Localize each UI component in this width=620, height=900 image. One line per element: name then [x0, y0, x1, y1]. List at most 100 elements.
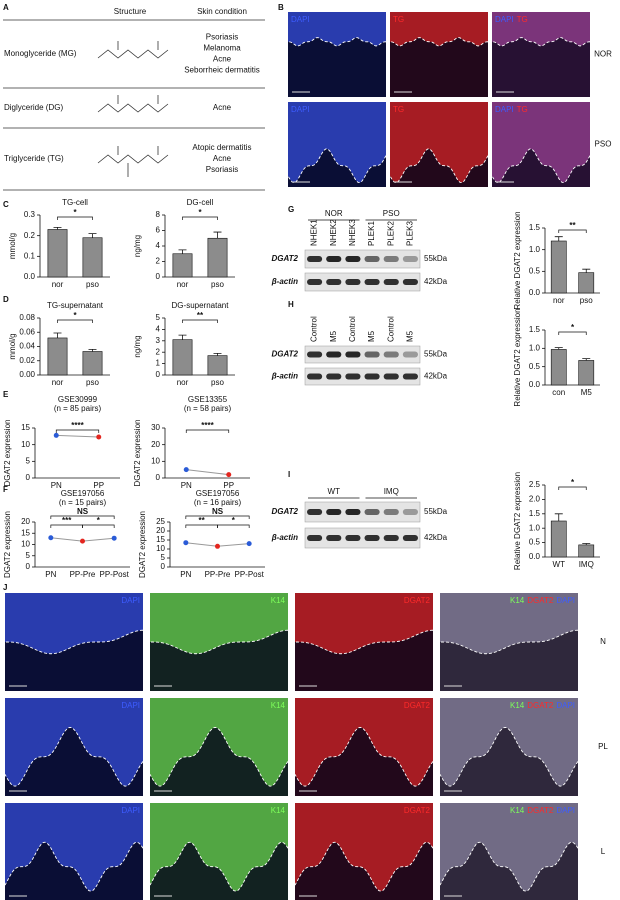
chart-title: GSE13355 [188, 395, 228, 404]
significance-label: * [571, 478, 575, 487]
blot-band [307, 535, 323, 541]
error-bar [178, 334, 187, 340]
dermis-signal [440, 698, 578, 796]
basement-line [389, 37, 489, 47]
y-tick-label: 0.5 [529, 266, 541, 275]
channel-label: K14 DGAT2 DAPI [510, 806, 575, 815]
y-tick-label: 0.02 [19, 356, 35, 365]
bar [172, 339, 193, 376]
mean-line [56, 434, 99, 438]
dermis-signal [492, 102, 590, 187]
basement-line [389, 148, 489, 184]
row-label: N [600, 637, 606, 646]
point [246, 541, 252, 547]
x-tick-label: PP-Post [234, 570, 264, 579]
blot-band [307, 373, 323, 380]
error-bar [88, 233, 97, 238]
y-tick-label: 3 [156, 336, 161, 345]
x-tick-label: PN [181, 481, 192, 490]
micrograph: DAPI [4, 803, 144, 900]
epidermis-signal [295, 803, 433, 892]
dermis-signal [440, 593, 578, 691]
y-tick-label: 0.0 [529, 288, 541, 297]
blot-band [345, 279, 361, 285]
channel-name: DGAT2 [404, 806, 431, 815]
y-tick-label: 8 [156, 210, 161, 219]
y-tick-label: 5 [161, 553, 166, 562]
epidermis-signal [440, 698, 578, 787]
size-label: 55kDa [424, 254, 448, 263]
point [215, 543, 220, 549]
blot-band [364, 256, 380, 262]
epidermis-signal [5, 803, 143, 892]
x-tick-label: M5 [581, 388, 593, 397]
protein-label: β-actin [271, 533, 298, 542]
basement-line [439, 629, 579, 655]
x-tick-label: nor [177, 378, 189, 387]
bar [207, 355, 228, 376]
micrograph: DGAT2 [294, 593, 434, 691]
blot-band [326, 256, 342, 262]
skin-condition: Acne [213, 55, 232, 64]
structure [97, 103, 169, 113]
blot-band [364, 351, 380, 358]
x-tick-label: nor [52, 280, 64, 289]
blot-band [383, 279, 399, 285]
significance-label: ** [199, 516, 206, 525]
skin-condition: Seborrheic dermatitis [184, 66, 260, 75]
x-tick-label: pso [580, 296, 593, 305]
y-tick-label: 0.0 [24, 272, 36, 281]
lane-label: M5 [367, 330, 376, 342]
error-bar [53, 332, 62, 338]
epidermis-signal [440, 803, 578, 892]
skin-condition: Acne [213, 103, 232, 112]
channel-name: K14 [510, 596, 525, 605]
channel-name: DAPI [556, 806, 575, 815]
y-tick-label: 0.06 [19, 327, 35, 336]
channel-name: DAPI [291, 105, 310, 114]
chart-subtitle: (n = 16 pairs) [194, 498, 242, 507]
lane-label: Control [310, 316, 319, 342]
group-label: IMQ [384, 487, 399, 496]
error-bar [554, 347, 563, 350]
epidermis-signal [440, 593, 578, 654]
significance-bracket [185, 524, 218, 528]
y-axis-label: ng/mg [133, 235, 142, 257]
row-label: NOR [594, 50, 612, 59]
chart-title: GSE197056 [61, 489, 105, 498]
y-tick-label: 0 [161, 562, 166, 571]
epidermis-signal [390, 102, 488, 183]
bar [578, 360, 595, 386]
y-tick-label: 0 [156, 473, 161, 482]
y-tick-label: 0 [156, 370, 161, 379]
channel-name: TG [393, 105, 404, 114]
significance-bracket [50, 515, 115, 519]
channel-name: DGAT2 [404, 596, 431, 605]
y-tick-label: 5 [26, 551, 31, 560]
micrograph: DAPI TG [491, 102, 591, 187]
significance-label: * [73, 208, 77, 217]
skin-condition: Psoriasis [206, 165, 238, 174]
chart-title: GSE197056 [196, 489, 240, 498]
channel-name: DGAT2 [404, 701, 431, 710]
significance-label: ** [569, 221, 576, 230]
micrograph: DGAT2 [294, 698, 434, 796]
x-tick-label: pso [211, 378, 224, 387]
panel-label: G [288, 205, 294, 214]
significance-label: NS [77, 507, 89, 516]
y-tick-label: 0.08 [19, 313, 35, 322]
lane-label: Control [348, 316, 357, 342]
y-axis-label: DGAT2 expression [133, 420, 142, 487]
channel-name: K14 [510, 806, 525, 815]
basement-line [4, 629, 144, 655]
y-tick-label: 0.1 [24, 251, 36, 260]
y-axis-label: mmol/g [8, 233, 17, 259]
blot-band [345, 256, 361, 262]
y-tick-label: 10 [156, 544, 165, 553]
panel-label: I [288, 470, 290, 479]
x-tick-label: pso [86, 280, 99, 289]
significance-label: * [97, 516, 101, 525]
significance-bracket [558, 486, 587, 490]
blot-band [326, 535, 342, 541]
micrograph: K14 [149, 698, 289, 796]
